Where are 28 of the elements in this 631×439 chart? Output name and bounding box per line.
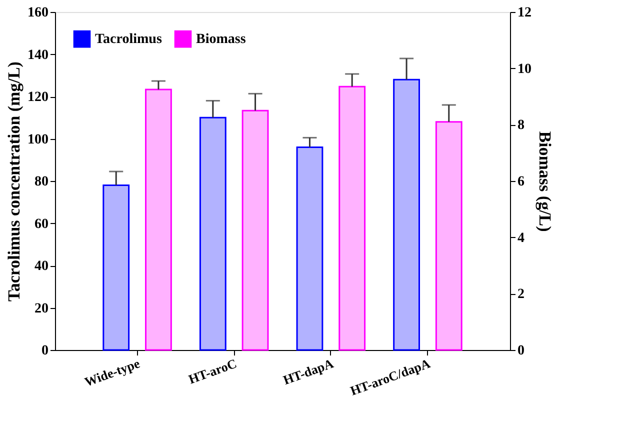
- legend-label: Tacrolimus: [95, 32, 162, 48]
- bar: [296, 146, 324, 351]
- y2-tick-label: 2: [518, 287, 524, 302]
- legend-label: Biomass: [196, 32, 246, 48]
- y-tick-label: 40: [34, 259, 48, 274]
- y-tick-label: 100: [28, 132, 48, 148]
- y-tick-label: 120: [28, 90, 48, 105]
- bar: [435, 121, 462, 351]
- y2-axis-title: Biomass (g/L): [536, 131, 554, 232]
- y-tick-label: 20: [34, 301, 48, 316]
- y-tick-label: 80: [34, 174, 48, 190]
- y2-tick-label: 6: [518, 174, 524, 190]
- y2-tick-label: 10: [518, 62, 532, 77]
- y-tick-label: 60: [34, 216, 48, 232]
- y2-tick-label: 8: [518, 118, 524, 134]
- y-tick-label: 0: [42, 344, 48, 358]
- bar: [393, 78, 420, 351]
- y2-tick-label: 12: [518, 6, 532, 20]
- y2-tick-label: 0: [518, 344, 524, 358]
- bar: [145, 88, 172, 351]
- bar: [199, 116, 226, 351]
- y2-tick-label: 4: [518, 230, 524, 246]
- y-tick-label: 160: [28, 6, 48, 20]
- bar: [338, 86, 366, 351]
- y-tick-label: 140: [28, 48, 48, 63]
- bar: [242, 110, 269, 351]
- bar: [102, 184, 130, 351]
- y-axis-title: Tacrolimus concentration (mg/L): [4, 62, 24, 302]
